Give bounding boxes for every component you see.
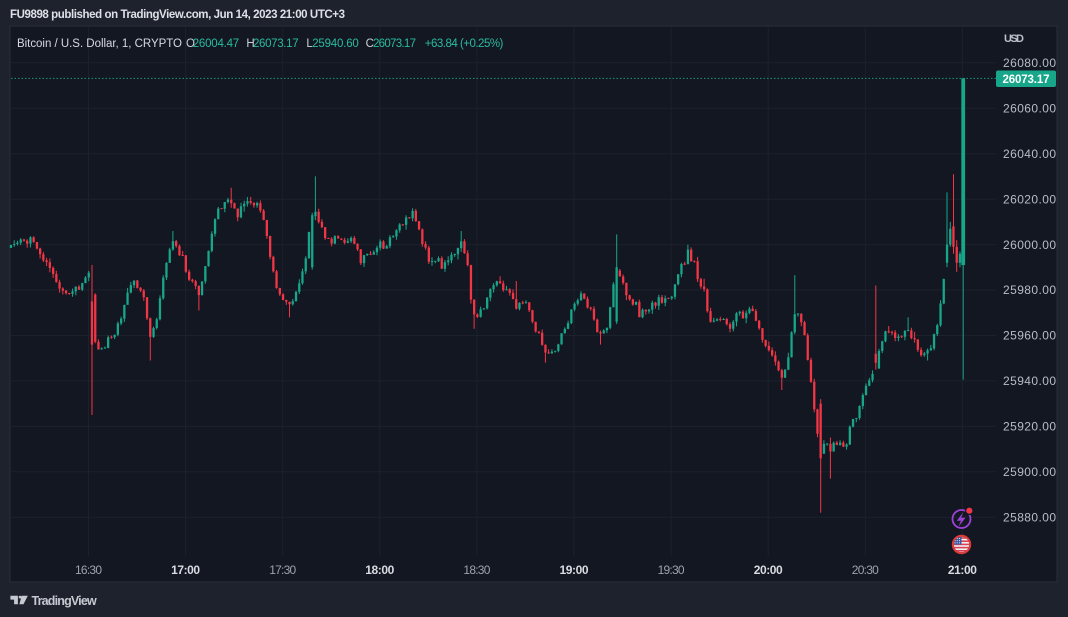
svg-text:H: H (246, 38, 254, 50)
svg-text:26073.17: 26073.17 (1003, 74, 1050, 86)
svg-text:20:00: 20:00 (754, 563, 783, 577)
svg-text:20:30: 20:30 (852, 563, 879, 577)
svg-text:26060.00: 26060.00 (1003, 102, 1056, 116)
svg-text:26040.00: 26040.00 (1003, 147, 1056, 161)
svg-text:C: C (366, 38, 374, 50)
svg-text:25980.00: 25980.00 (1003, 283, 1056, 297)
svg-text:+63.84 (+0.25%): +63.84 (+0.25%) (425, 38, 504, 50)
svg-text:26020.00: 26020.00 (1003, 192, 1056, 206)
svg-text:17:00: 17:00 (171, 563, 200, 577)
svg-text:25960.00: 25960.00 (1003, 329, 1056, 343)
svg-text:FU9898 published on TradingVie: FU9898 published on TradingView.com, Jun… (10, 9, 345, 21)
svg-text:25880.00: 25880.00 (1003, 510, 1056, 524)
svg-text:16:30: 16:30 (75, 563, 102, 577)
svg-text:25940.00: 25940.00 (1003, 374, 1056, 388)
svg-text:Bitcoin / U.S. Dollar, 1, CRYP: Bitcoin / U.S. Dollar, 1, CRYPTO (17, 38, 182, 50)
svg-text:USD: USD (1004, 33, 1024, 45)
svg-text:18:00: 18:00 (365, 563, 394, 577)
svg-text:19:00: 19:00 (560, 563, 589, 577)
svg-text:26000.00: 26000.00 (1003, 238, 1056, 252)
svg-text:26080.00: 26080.00 (1003, 56, 1056, 70)
svg-text:21:00: 21:00 (948, 563, 977, 577)
svg-text:25940.60: 25940.60 (312, 38, 359, 50)
svg-text:18:30: 18:30 (463, 563, 490, 577)
svg-text:TradingView: TradingView (32, 594, 97, 608)
svg-text:25920.00: 25920.00 (1003, 420, 1056, 434)
svg-text:26073.17: 26073.17 (253, 38, 299, 50)
svg-text:L: L (306, 38, 313, 50)
svg-text:25900.00: 25900.00 (1003, 465, 1056, 479)
svg-text:17:30: 17:30 (269, 563, 296, 577)
svg-text:19:30: 19:30 (658, 563, 685, 577)
svg-text:26004.47: 26004.47 (193, 38, 240, 50)
svg-text:26073.17: 26073.17 (373, 38, 416, 50)
svg-text:O: O (186, 38, 195, 50)
